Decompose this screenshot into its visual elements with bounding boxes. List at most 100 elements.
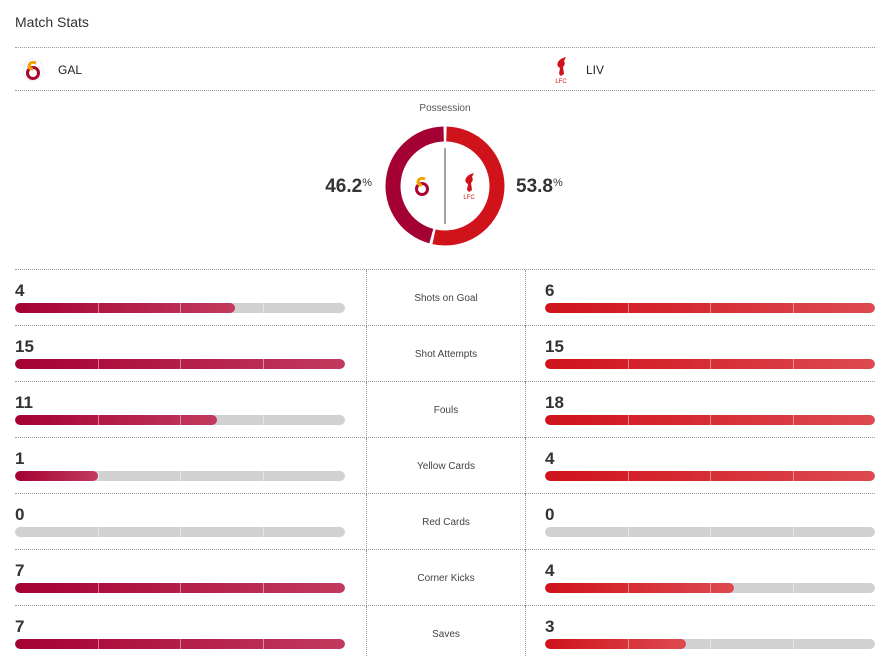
stat-home-bar-fill xyxy=(15,415,217,425)
possession-donut: LFC xyxy=(385,126,505,246)
stat-away-value: 4 xyxy=(545,561,555,580)
stat-row: 7 Saves 3 xyxy=(15,605,875,657)
bar-segment-divider xyxy=(97,583,99,593)
stat-home-bar-fill xyxy=(15,303,235,313)
stat-away-bar xyxy=(545,527,875,537)
stat-home-value: 4 xyxy=(15,281,25,300)
bar-segment-divider xyxy=(262,303,264,313)
bar-segment-divider xyxy=(180,359,181,369)
team-home-abbr: GAL xyxy=(58,63,83,77)
possession-away: 53.8% xyxy=(516,176,563,197)
bar-segment-divider xyxy=(792,639,794,649)
bar-segment-divider xyxy=(627,359,629,369)
bar-segment-divider xyxy=(180,639,181,649)
bar-segment-divider xyxy=(710,639,711,649)
divider xyxy=(15,90,875,91)
stat-row: 7 Corner Kicks 4 xyxy=(15,549,875,606)
stat-home-bar xyxy=(15,583,345,593)
bar-segment-divider xyxy=(710,303,711,313)
stat-row: 1 Yellow Cards 4 xyxy=(15,437,875,494)
bar-segment-divider xyxy=(180,303,181,313)
stat-away-bar-fill xyxy=(545,359,875,369)
svg-text:LFC: LFC xyxy=(555,79,567,84)
stat-away-bar xyxy=(545,583,875,593)
stat-home-value: 0 xyxy=(15,505,25,524)
stat-away-bar xyxy=(545,415,875,425)
stat-away-bar xyxy=(545,303,875,313)
stat-row: 0 Red Cards 0 xyxy=(15,493,875,550)
stat-away-bar-fill xyxy=(545,639,687,649)
stat-home-bar xyxy=(15,415,345,425)
stat-home-value: 11 xyxy=(15,393,33,412)
stat-label: Shot Attempts xyxy=(366,326,526,382)
galatasaray-crest-icon xyxy=(415,176,429,196)
bar-segment-divider xyxy=(627,639,629,649)
stat-away-bar xyxy=(545,471,875,481)
possession-home: 46.2% xyxy=(325,176,372,197)
bar-segment-divider xyxy=(627,527,629,537)
bar-segment-divider xyxy=(627,471,629,481)
stat-home-bar xyxy=(15,471,345,481)
stat-away-value: 0 xyxy=(545,505,555,524)
bar-segment-divider xyxy=(262,639,264,649)
possession-arc-away xyxy=(385,126,505,246)
bar-segment-divider xyxy=(792,359,794,369)
stat-away-value: 3 xyxy=(545,617,555,636)
stat-home-bar-fill xyxy=(15,359,345,369)
liverpool-crest-icon: LFC xyxy=(463,173,475,201)
stat-home-value: 7 xyxy=(15,617,25,636)
bar-segment-divider xyxy=(180,527,181,537)
divider xyxy=(15,47,875,48)
galatasaray-crest-icon xyxy=(20,56,46,84)
team-home: GAL xyxy=(20,56,82,84)
bar-segment-divider xyxy=(180,415,181,425)
bar-segment-divider xyxy=(792,471,794,481)
team-away: LFC LIV xyxy=(548,56,604,84)
possession-arc-home xyxy=(385,126,505,246)
bar-segment-divider xyxy=(262,527,264,537)
bar-segment-divider xyxy=(97,359,99,369)
stat-label: Shots on Goal xyxy=(366,270,526,326)
bar-segment-divider xyxy=(97,527,99,537)
bar-segment-divider xyxy=(710,527,711,537)
bar-segment-divider xyxy=(627,583,629,593)
bar-segment-divider xyxy=(180,583,181,593)
bar-segment-divider xyxy=(710,583,711,593)
stat-away-value: 15 xyxy=(545,337,564,356)
bar-segment-divider xyxy=(97,303,99,313)
stat-away-value: 6 xyxy=(545,281,555,300)
bar-segment-divider xyxy=(97,415,99,425)
stat-home-value: 15 xyxy=(15,337,34,356)
stat-label: Yellow Cards xyxy=(366,438,526,494)
bar-segment-divider xyxy=(710,415,711,425)
stat-away-bar-fill xyxy=(545,583,734,593)
bar-segment-divider xyxy=(97,639,99,649)
stat-home-bar xyxy=(15,359,345,369)
possession-label: Possession xyxy=(419,103,471,114)
stat-home-value: 7 xyxy=(15,561,25,580)
section-title: Match Stats xyxy=(15,14,89,30)
svg-text:LFC: LFC xyxy=(463,195,475,201)
bar-segment-divider xyxy=(792,583,794,593)
bar-segment-divider xyxy=(710,359,711,369)
stat-label: Corner Kicks xyxy=(366,550,526,606)
stat-home-bar-fill xyxy=(15,583,345,593)
stat-label: Fouls xyxy=(366,382,526,438)
stat-home-bar xyxy=(15,527,345,537)
stat-home-value: 1 xyxy=(15,449,25,468)
team-away-abbr: LIV xyxy=(586,63,605,77)
bar-segment-divider xyxy=(627,415,629,425)
stat-away-bar xyxy=(545,359,875,369)
bar-segment-divider xyxy=(262,359,264,369)
bar-segment-divider xyxy=(262,471,264,481)
bar-segment-divider xyxy=(262,415,264,425)
stat-row: 15 Shot Attempts 15 xyxy=(15,325,875,382)
bar-segment-divider xyxy=(180,471,181,481)
stat-row: 4 Shots on Goal 6 xyxy=(15,269,875,326)
stat-away-bar xyxy=(545,639,875,649)
stat-away-value: 18 xyxy=(545,393,564,412)
bar-segment-divider xyxy=(792,303,794,313)
stat-home-bar xyxy=(15,639,345,649)
bar-segment-divider xyxy=(792,527,794,537)
